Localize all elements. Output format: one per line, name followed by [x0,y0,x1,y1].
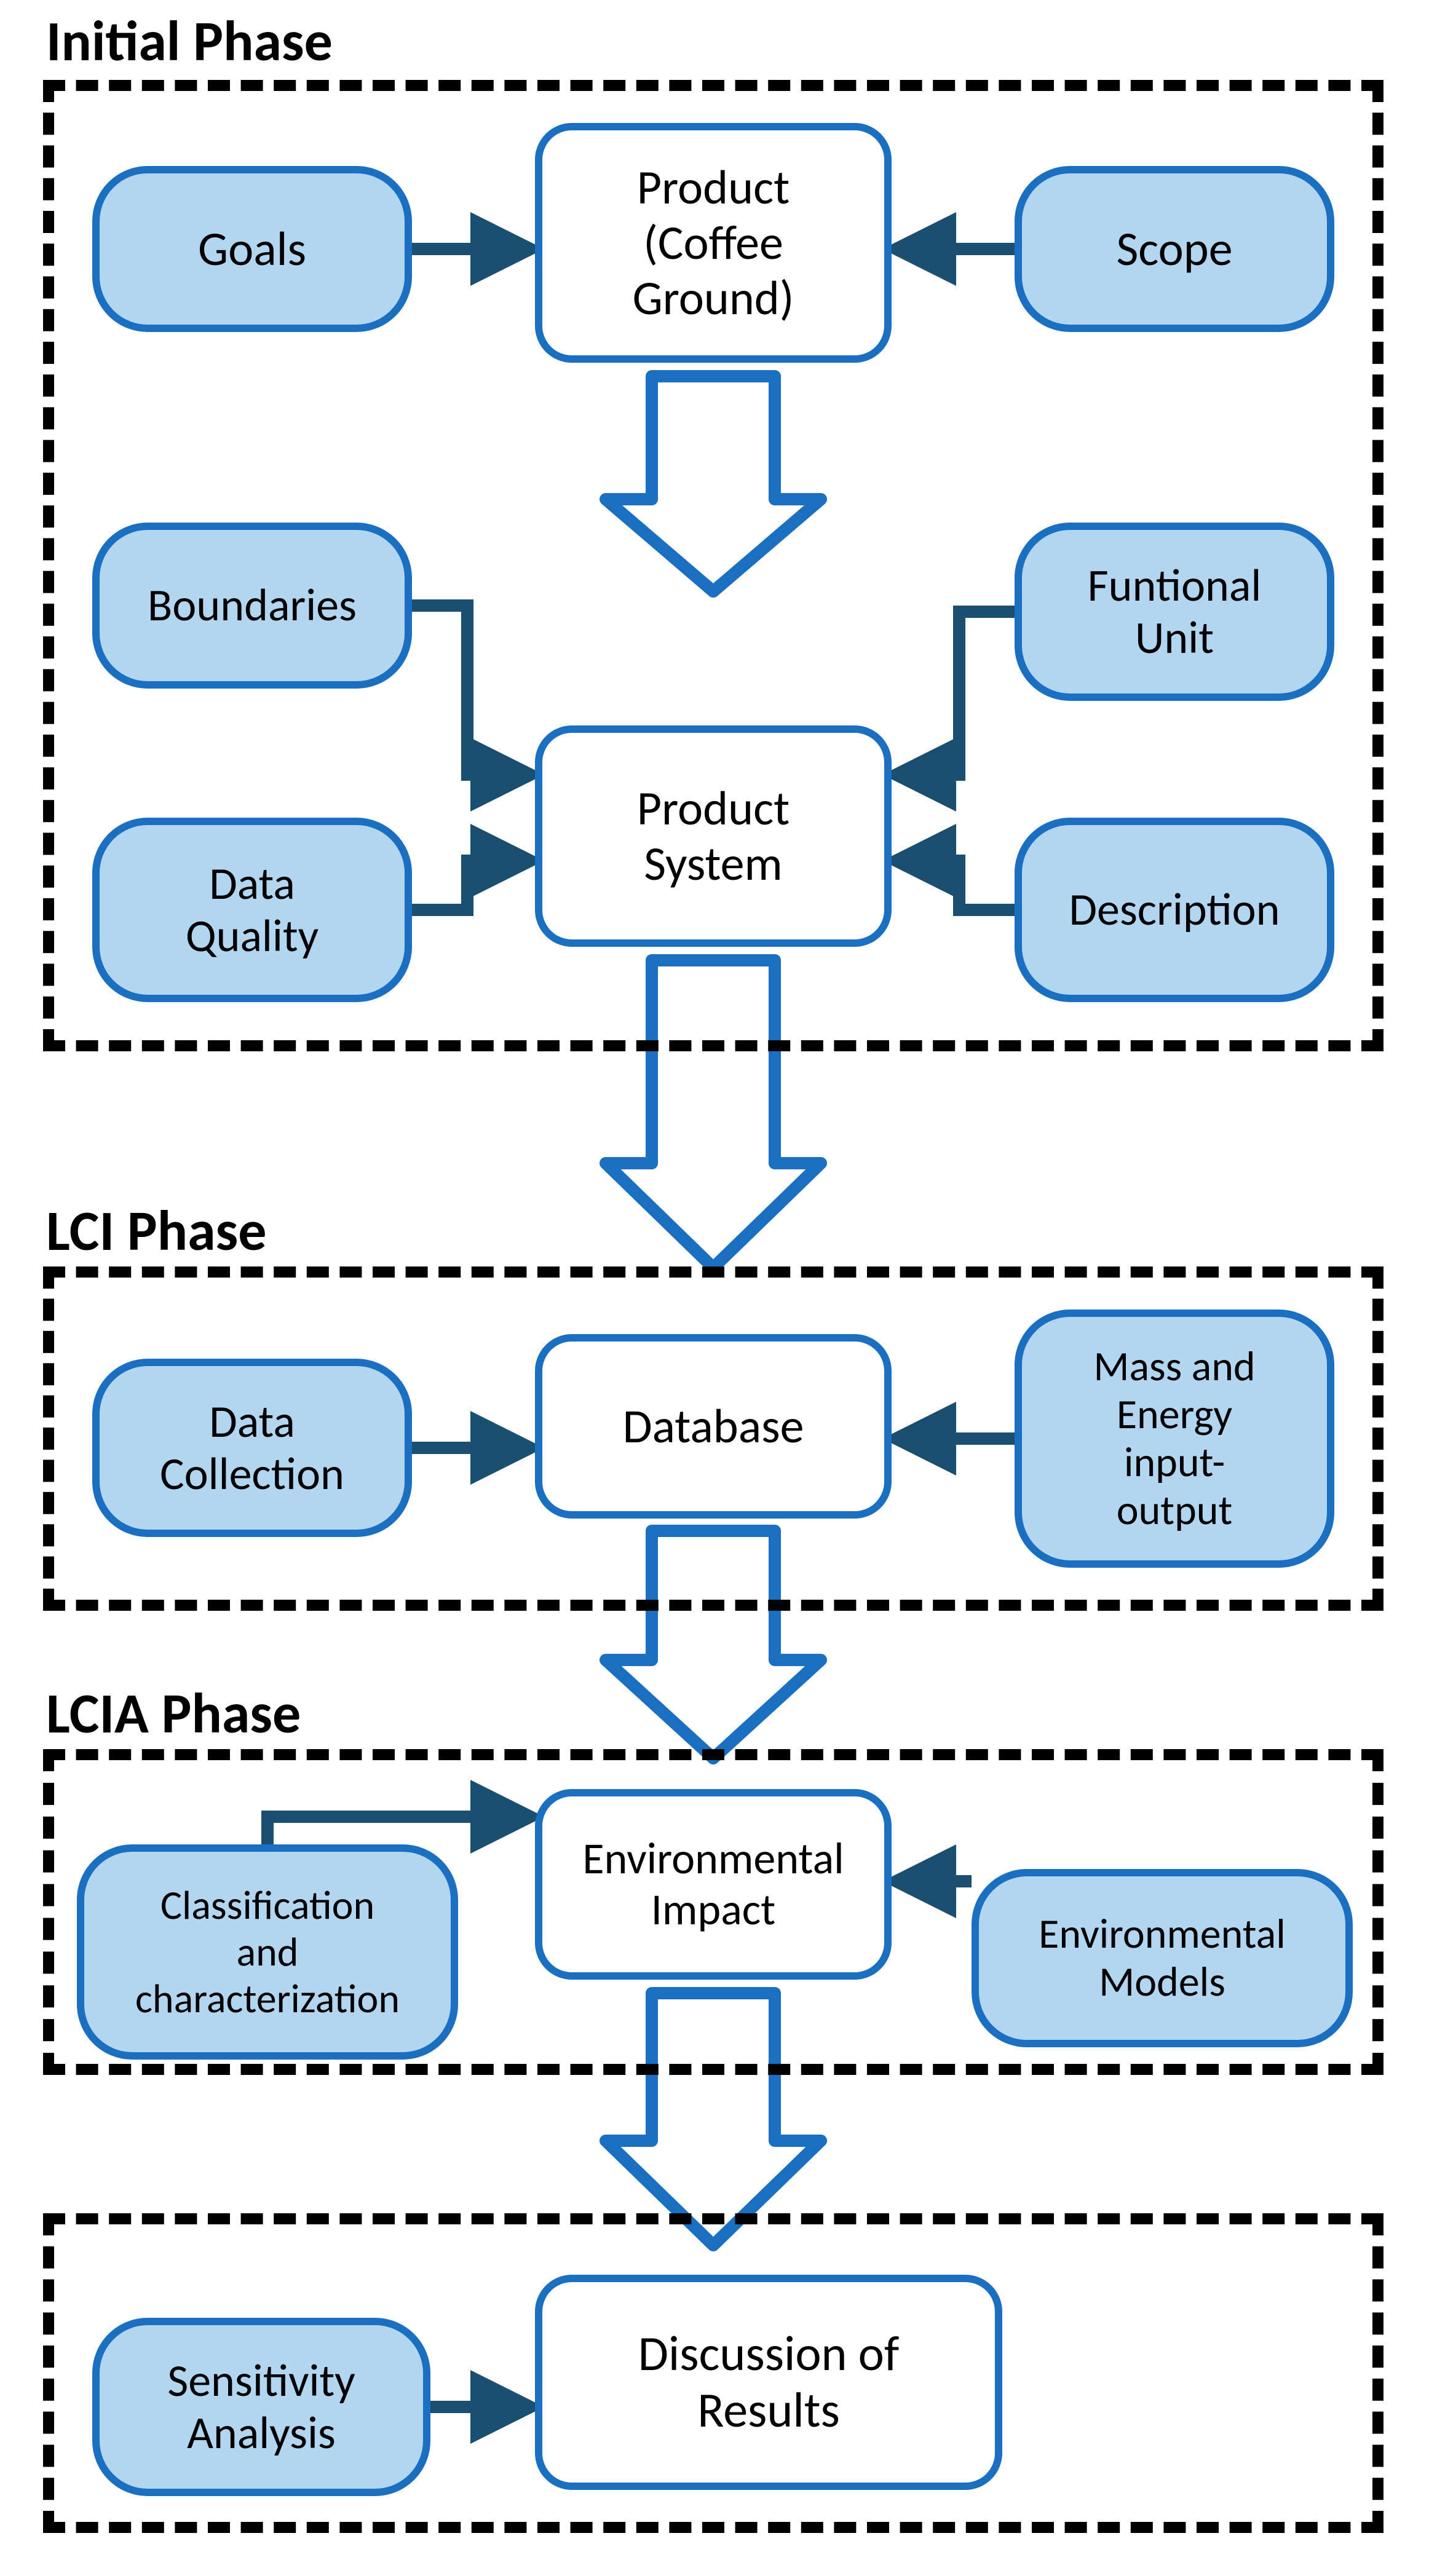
node-label-discussion: Discussion ofResults [638,2326,900,2439]
diagram-canvas: Initial Phase LCI Phase LCIA Phase Goals Sco… [0,0,1429,2576]
node-funit: FuntionalUnit [1015,523,1334,701]
node-envmodels: EnvironmentalModels [972,1869,1353,2047]
node-label-sensitivity: SensitivityAnalysis [167,2355,355,2459]
node-label-description: Description [1069,883,1280,936]
node-label-scope: Scope [1116,221,1232,277]
node-label-psystem: ProductSystem [637,781,790,891]
node-label-dcollection: DataCollection [160,1396,344,1500]
node-label-massenergy: Mass andEnergyinput-output [1093,1343,1255,1535]
phase-title-t3: LCIA Phase [46,1678,301,1748]
phase-title-t2: LCI Phase [46,1196,267,1265]
node-massenergy: Mass andEnergyinput-output [1015,1310,1334,1568]
node-goals: Goals [92,166,412,332]
node-discussion: Discussion ofResults [535,2275,1002,2490]
node-dquality: DataQuality [92,818,412,1002]
node-scope: Scope [1015,166,1334,332]
node-product: Product(CoffeeGround) [535,123,892,363]
node-sensitivity: SensitivityAnalysis [92,2318,430,2496]
node-label-envmodels: EnvironmentalModels [1039,1910,1286,2006]
node-label-funit: FuntionalUnit [1088,559,1262,664]
node-description: Description [1015,818,1334,1002]
node-label-classchar: Classificationandcharacterization [135,1882,400,2022]
node-envimpact: EnvironmentalImpact [535,1789,892,1980]
node-psystem: ProductSystem [535,725,892,947]
node-label-boundaries: Boundaries [148,579,357,631]
node-label-envimpact: EnvironmentalImpact [582,1833,844,1935]
node-label-dquality: DataQuality [186,858,319,962]
node-database: Database [535,1334,892,1519]
node-boundaries: Boundaries [92,523,412,689]
node-classchar: Classificationandcharacterization [77,1844,458,2060]
phase-title-t1: Initial Phase [46,6,333,76]
node-label-product: Product(CoffeeGround) [633,160,794,325]
node-label-goals: Goals [198,221,306,277]
node-label-database: Database [623,1399,804,1454]
node-dcollection: DataCollection [92,1359,412,1537]
